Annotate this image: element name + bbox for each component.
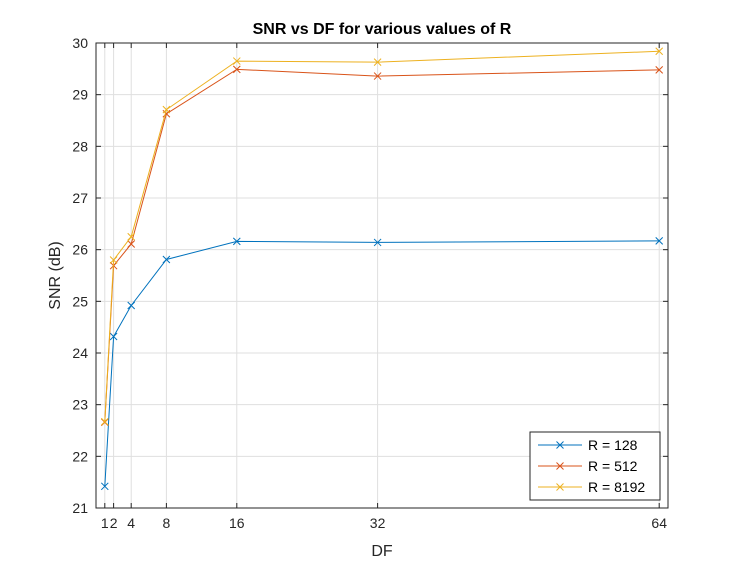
data-point-marker — [162, 105, 171, 114]
y-tick-label: 29 — [72, 87, 88, 103]
chart-title: SNR vs DF for various values of R — [253, 21, 512, 38]
y-axis-label: SNR (dB) — [47, 241, 64, 309]
y-tick-label: 27 — [72, 190, 88, 206]
x-tick-label: 4 — [127, 515, 135, 531]
y-tick-label: 26 — [72, 242, 88, 258]
y-tick-label: 22 — [72, 448, 88, 464]
data-point-marker — [232, 65, 241, 74]
legend-label: R = 512 — [588, 458, 638, 474]
y-tick-label: 21 — [72, 500, 88, 516]
data-point-marker — [373, 72, 382, 80]
x-tick-label: 2 — [110, 515, 118, 531]
y-tick-label: 28 — [72, 138, 88, 154]
data-point-marker — [373, 238, 382, 247]
data-point-marker — [100, 417, 109, 426]
legend-marker — [556, 483, 564, 491]
data-point-marker — [109, 332, 118, 341]
legend: R = 128 R = 512 R = 8192 — [529, 431, 661, 501]
legend-marker — [556, 462, 564, 470]
legend-label: R = 8192 — [588, 479, 645, 495]
data-point-marker — [655, 47, 664, 56]
data-point-marker — [232, 57, 241, 65]
x-tick-label: 1 — [101, 515, 109, 531]
legend-marker — [556, 441, 564, 449]
x-axis-label: DF — [371, 543, 393, 560]
plot-area-background — [96, 43, 668, 508]
y-tick-label: 24 — [72, 345, 88, 361]
data-point-marker — [232, 237, 241, 246]
y-tick-label: 30 — [72, 35, 88, 51]
data-point-marker — [655, 66, 664, 74]
x-tick-label: 16 — [229, 515, 245, 531]
data-point-marker — [127, 240, 136, 248]
data-point-marker — [373, 58, 382, 66]
data-point-marker — [100, 482, 109, 491]
y-tick-label: 25 — [72, 293, 88, 309]
data-point-marker — [109, 256, 118, 264]
x-tick-label: 32 — [370, 515, 386, 531]
y-tick-label: 23 — [72, 397, 88, 413]
data-point-marker — [655, 237, 664, 245]
legend-label: R = 128 — [588, 437, 638, 453]
data-point-marker — [162, 255, 171, 264]
series-layer — [100, 47, 664, 491]
plot-area-border — [95, 42, 669, 509]
x-tick-label: 64 — [651, 515, 667, 531]
data-point-marker — [127, 301, 136, 310]
data-point-marker — [127, 232, 136, 241]
x-tick-label: 8 — [163, 515, 171, 531]
